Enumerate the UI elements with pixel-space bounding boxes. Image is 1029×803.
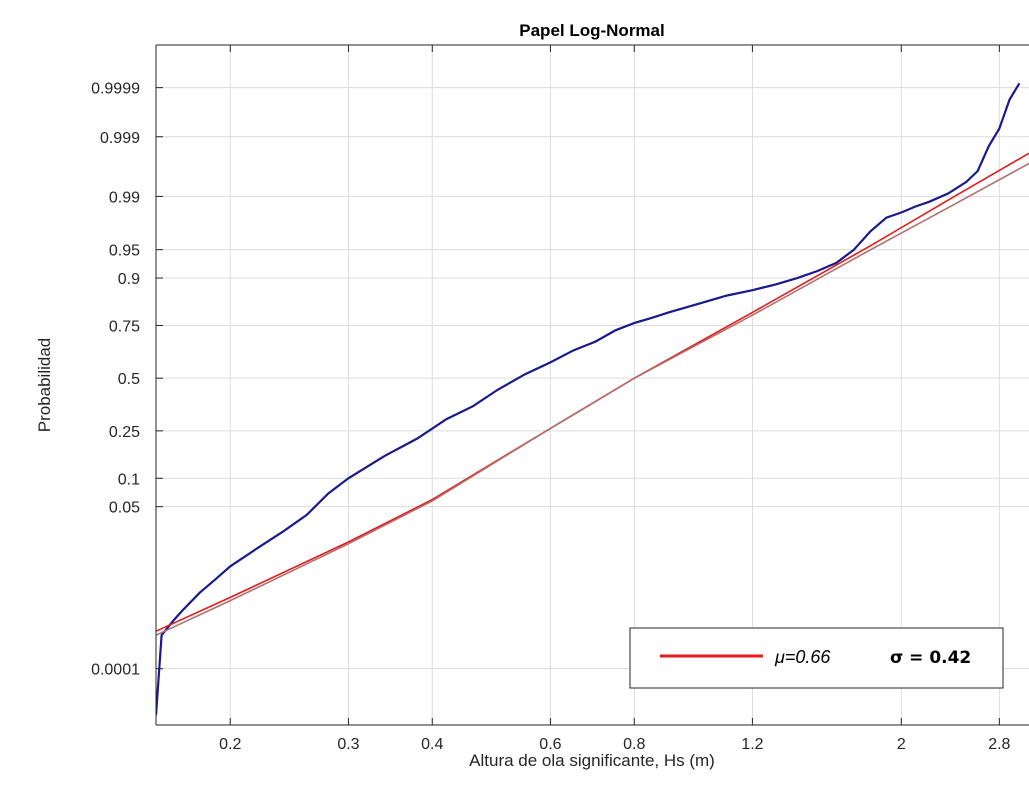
y-tick-label: 0.99 [109, 189, 140, 206]
x-tick-label: 0.6 [539, 736, 561, 753]
x-tick-label: 0.2 [219, 736, 241, 753]
x-tick-label: 0.8 [623, 736, 645, 753]
y-tick-label: 0.9 [118, 271, 140, 288]
y-tick-label: 0.05 [109, 500, 140, 517]
x-axis-label: Altura de ola significante, Hs (m) [469, 751, 715, 770]
y-tick-label: 0.25 [109, 424, 140, 441]
series [156, 82, 1029, 716]
x-tick-label: 0.3 [337, 736, 359, 753]
x-tick-label: 2 [897, 736, 906, 753]
legend-sigma: σ = 0.42 [890, 648, 971, 668]
y-tick-label: 0.95 [109, 243, 140, 260]
y-tick-label: 0.75 [109, 318, 140, 335]
legend-mu: μ=0.66 [774, 647, 831, 667]
y-tick-label: 0.9999 [91, 81, 140, 98]
y-tick-label: 0.1 [118, 471, 140, 488]
plot-area [156, 45, 1029, 725]
legend: μ=0.66 σ = 0.42 [629, 627, 1004, 689]
legend-box [629, 627, 1004, 689]
empirical-data-line [156, 82, 1021, 716]
y-axis-label: Probabilidad [35, 338, 54, 433]
y-tick-label: 0.999 [100, 130, 140, 147]
x-tick-label: 0.4 [421, 736, 443, 753]
fit-line-alt [156, 162, 1029, 636]
y-tick-label: 0.5 [118, 371, 140, 388]
chart-title: Papel Log-Normal [519, 21, 664, 40]
x-tick-label: 1.2 [741, 736, 763, 753]
x-tick-label: 2.8 [988, 736, 1010, 753]
grid [156, 45, 1029, 725]
y-tick-label: 0.0001 [91, 662, 140, 679]
ticks: 0.2 0.3 0.4 0.6 0.8 1.2 2 2.8 0.0001 0.05 0.1 0.25 0… [91, 45, 1011, 753]
